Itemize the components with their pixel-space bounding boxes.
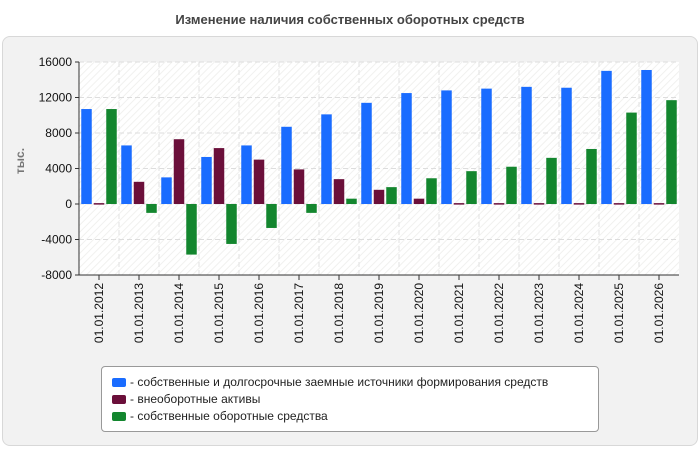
bar-01.01.2014-s2 [186,204,197,255]
legend-label-noncurrent-assets: - внеоборотные активы [130,392,261,406]
bar-01.01.2016-s2 [266,204,277,228]
bar-01.01.2022-s1 [493,203,505,205]
x-tick-label: 01.01.2026 [652,283,666,343]
bar-01.01.2024-s2 [586,148,597,204]
y-tick-label: -4000 [41,233,72,247]
x-tick-label: 01.01.2019 [372,283,386,343]
bar-01.01.2015-s2 [226,204,237,244]
x-tick-label: 01.01.2013 [132,283,146,343]
bar-01.01.2021-s2 [466,171,477,204]
x-tick-label: 01.01.2021 [452,283,466,343]
bar-01.01.2023-s1 [533,203,545,205]
bar-01.01.2019-s2 [386,187,397,204]
bar-01.01.2018-s1 [333,179,345,204]
x-tick-label: 01.01.2022 [492,283,506,343]
bar-01.01.2022-s2 [506,166,517,204]
bar-01.01.2026-s1 [653,203,665,205]
bar-01.01.2025-s0 [601,70,612,204]
x-tick-label: 01.01.2024 [572,283,586,343]
x-tick-label: 01.01.2016 [252,283,266,343]
legend-swatch-working-capital [112,411,126,421]
bar-01.01.2013-s1 [133,181,145,204]
x-tick-label: 01.01.2020 [412,283,426,343]
x-tick-label: 01.01.2014 [172,283,186,343]
bar-01.01.2016-s1 [253,159,265,204]
y-tick-label: 4000 [45,162,72,176]
y-axis-label: тыс. [13,148,27,174]
bar-01.01.2020-s1 [413,198,425,204]
bar-01.01.2012-s1 [93,203,105,205]
x-tick-label: 01.01.2023 [532,283,546,343]
x-tick-label: 01.01.2015 [212,283,226,343]
legend-item-working-capital: - собственные оборотные средства [112,408,328,424]
bar-01.01.2015-s1 [213,148,225,204]
x-tick-label: 01.01.2017 [292,283,306,343]
y-tick-label: 0 [65,197,72,211]
chart-title: Изменение наличия собственных оборотных … [175,12,525,27]
bar-01.01.2018-s0 [321,114,332,204]
bar-01.01.2019-s0 [361,102,372,204]
x-tick-label: 01.01.2012 [92,283,106,343]
legend-swatch-sources [112,377,126,387]
bar-01.01.2020-s0 [401,93,412,204]
legend: - собственные и долгосрочные заемные ист… [101,366,599,432]
bar-01.01.2012-s0 [81,109,92,204]
bar-01.01.2021-s0 [441,90,452,204]
bar-01.01.2023-s0 [521,86,532,204]
bar-01.01.2026-s0 [641,69,652,204]
bar-01.01.2020-s2 [426,178,437,204]
legend-label-working-capital: - собственные оборотные средства [130,409,328,423]
legend-item-sources: - собственные и долгосрочные заемные ист… [112,374,548,390]
x-tick-label: 01.01.2025 [612,283,626,343]
bar-01.01.2026-s2 [666,100,677,204]
bar-01.01.2022-s0 [481,88,492,204]
bar-01.01.2013-s2 [146,204,157,213]
bar-01.01.2021-s1 [453,203,465,205]
bar-01.01.2017-s0 [281,126,292,204]
bar-01.01.2023-s2 [546,157,557,204]
legend-label-sources: - собственные и долгосрочные заемные ист… [130,375,549,389]
y-tick-label: 16000 [39,55,73,69]
bar-01.01.2013-s0 [121,145,132,204]
bar-01.01.2024-s0 [561,87,572,204]
legend-item-noncurrent-assets: - внеоборотные активы [112,391,260,407]
bar-01.01.2017-s2 [306,204,317,213]
bar-01.01.2025-s1 [613,203,625,205]
bar-01.01.2024-s1 [573,203,585,205]
bar-01.01.2025-s2 [626,112,637,204]
y-tick-label: 8000 [45,126,72,140]
bar-01.01.2014-s1 [173,139,185,204]
bar-01.01.2019-s1 [373,189,385,204]
y-tick-label: -8000 [41,268,72,282]
bar-01.01.2012-s2 [106,109,117,204]
legend-swatch-noncurrent-assets [112,394,126,404]
bar-01.01.2017-s1 [293,169,305,204]
x-tick-label: 01.01.2018 [332,283,346,343]
bar-01.01.2016-s0 [241,145,252,204]
bar-01.01.2018-s2 [346,198,357,204]
y-tick-label: 12000 [39,91,73,105]
bar-01.01.2015-s0 [201,156,212,204]
bar-01.01.2014-s0 [161,177,172,204]
